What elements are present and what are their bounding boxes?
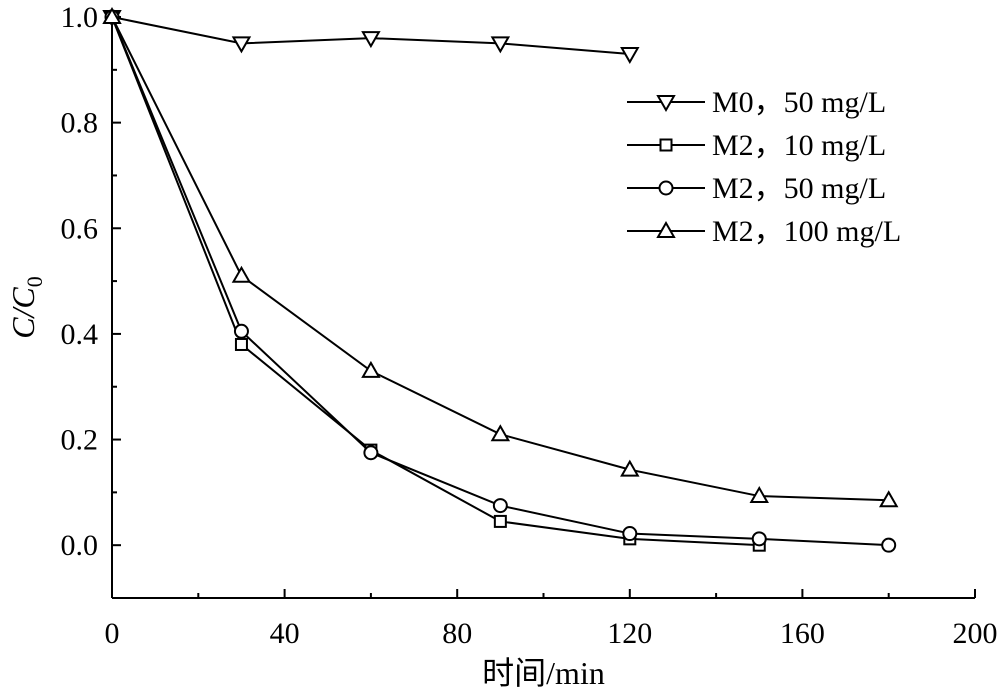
x-tick-label: 200 xyxy=(953,617,998,650)
data-point xyxy=(490,36,511,54)
y-tick-label: 0.6 xyxy=(61,212,99,245)
data-point xyxy=(878,490,899,508)
legend-label: M2，10 mg/L xyxy=(712,129,886,162)
data-point xyxy=(751,531,767,547)
series-1 xyxy=(102,10,640,64)
data-point xyxy=(620,459,640,477)
data-point xyxy=(749,486,769,504)
legend-item: M0，50 mg/L xyxy=(627,86,886,119)
data-point xyxy=(620,46,640,64)
x-tick-label: 80 xyxy=(442,617,472,650)
x-tick-label: 40 xyxy=(270,617,300,650)
data-point xyxy=(231,265,252,283)
x-tick-label: 0 xyxy=(105,617,120,650)
data-point xyxy=(231,36,252,54)
legend-marker xyxy=(658,180,674,196)
y-axis-title-subscript: 0 xyxy=(22,276,47,287)
y-axis-title: C/C0 xyxy=(5,276,47,339)
data-point xyxy=(361,31,381,49)
series-line xyxy=(111,16,760,547)
y-tick-label: 0.8 xyxy=(61,107,99,140)
data-point xyxy=(233,323,249,339)
x-tick-label: 120 xyxy=(607,617,652,650)
x-axis-title: 时间/min xyxy=(482,655,605,691)
data-point xyxy=(492,498,508,514)
y-tick-label: 0.0 xyxy=(61,529,99,562)
legend-item: M2，50 mg/L xyxy=(627,172,886,205)
series-2 xyxy=(105,10,766,552)
series-layer xyxy=(102,6,899,553)
legend-marker xyxy=(656,95,676,113)
legend-marker xyxy=(656,220,676,238)
data-point xyxy=(490,424,511,442)
y-axis-title-main: C/C xyxy=(5,287,41,339)
series-4 xyxy=(102,6,899,508)
y-tick-label: 0.2 xyxy=(61,424,99,457)
data-point xyxy=(363,445,379,461)
data-point xyxy=(622,526,638,542)
legend-label: M2，50 mg/L xyxy=(712,172,886,205)
legend-label: M2，100 mg/L xyxy=(712,215,901,248)
data-point xyxy=(361,360,381,378)
y-tick-label: 0.4 xyxy=(61,318,99,351)
data-point xyxy=(881,537,897,553)
legend-marker xyxy=(659,138,673,152)
data-point xyxy=(102,6,122,24)
legend-label: M0，50 mg/L xyxy=(712,86,886,119)
y-tick-label: 1.0 xyxy=(61,1,99,34)
legend: M0，50 mg/L M2，10 mg/L M2，50 mg/L M2，100 mg/… xyxy=(627,86,901,248)
x-tick-label: 160 xyxy=(780,617,825,650)
axes: 0 40 80 120 160 200 0.0 0.2 0.4 0.6 0.8 1.0 xyxy=(61,1,998,650)
data-point xyxy=(234,337,248,351)
legend-item: M2，100 mg/L xyxy=(627,215,901,248)
legend-item: M2，10 mg/L xyxy=(627,129,886,162)
data-point xyxy=(493,514,507,528)
